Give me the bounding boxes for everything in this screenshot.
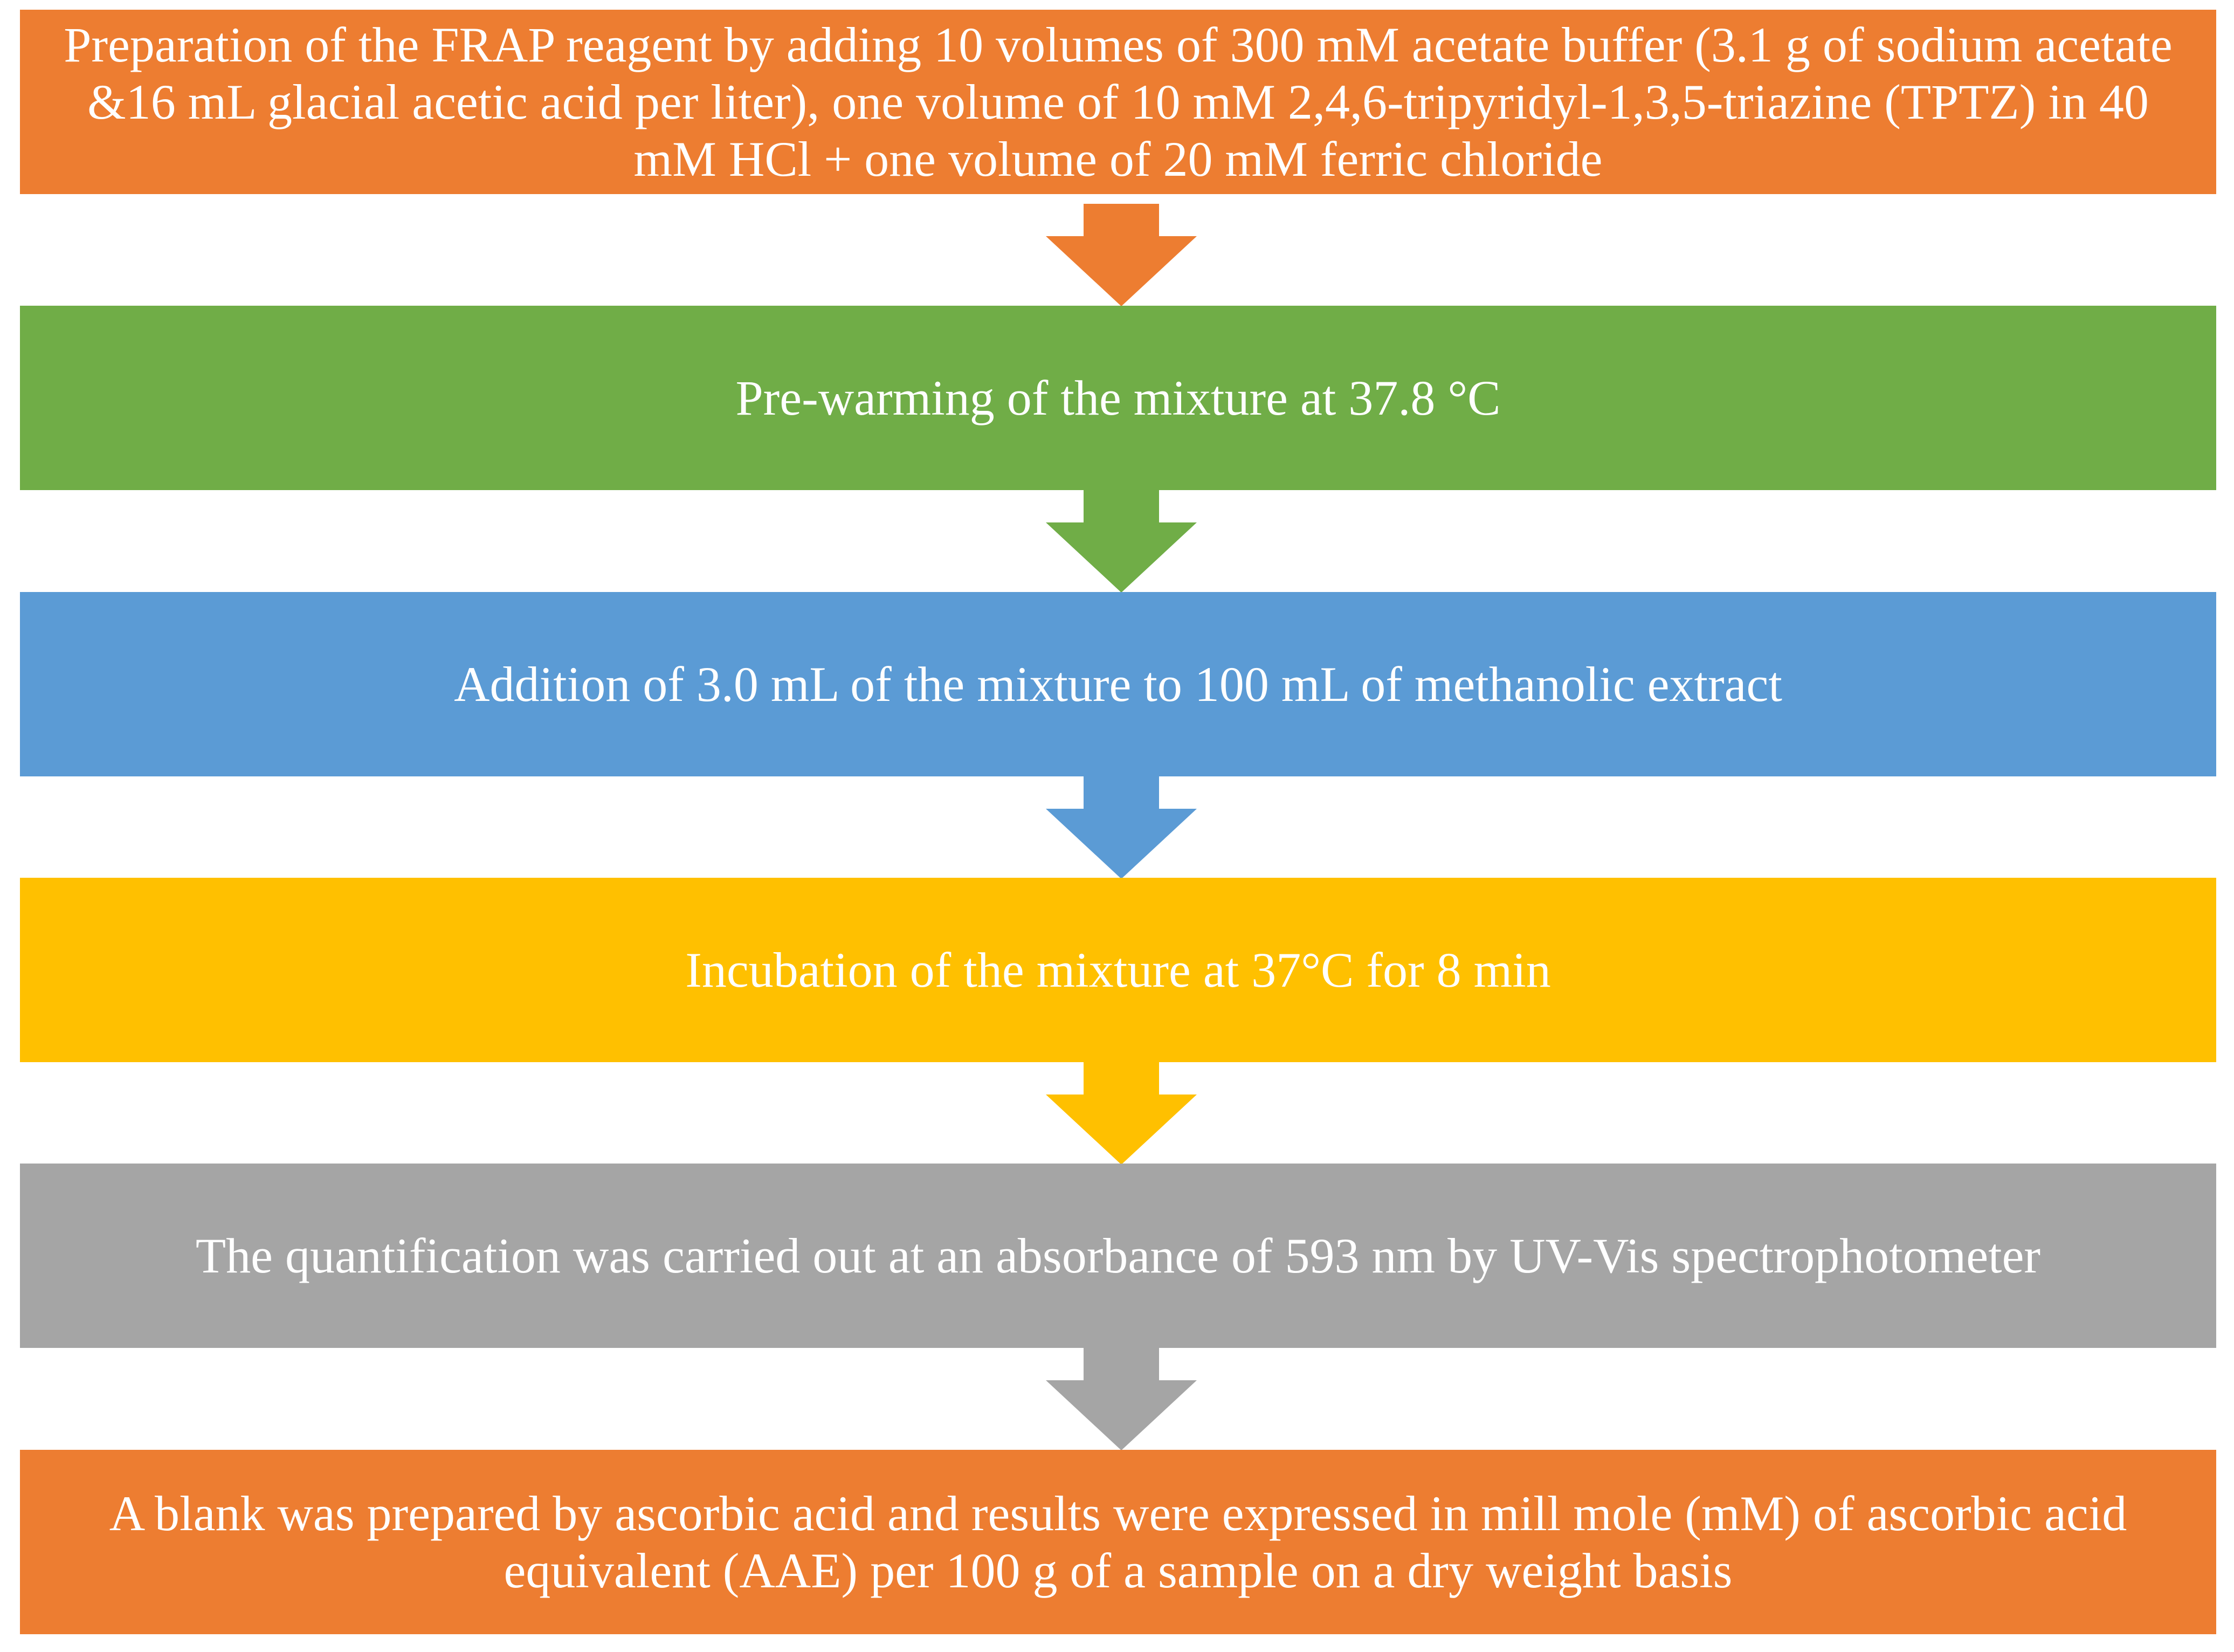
arrow-down-icon [1046,204,1197,306]
arrow-down-icon [1046,1348,1197,1450]
step-box-6: A blank was prepared by ascorbic acid an… [20,1450,2216,1634]
step-text-4: Incubation of the mixture at 37°C for 8 … [685,942,1551,997]
step-box-2: Pre-warming of the mixture at 37.8 °C [20,306,2216,490]
step-box-5: The quantification was carried out at an… [20,1164,2216,1348]
step-text-3: Addition of 3.0 mL of the mixture to 100… [454,657,1782,712]
step-box-1: Preparation of the FRAP reagent by addin… [20,10,2216,194]
step-box-4: Incubation of the mixture at 37°C for 8 … [20,878,2216,1062]
step-text-5: The quantification was carried out at an… [195,1228,2041,1283]
arrow-down-icon [1046,490,1197,593]
step-box-3: Addition of 3.0 mL of the mixture to 100… [20,592,2216,776]
arrow-down-icon [1046,776,1197,879]
step-text-2: Pre-warming of the mixture at 37.8 °C [735,370,1501,425]
step-text-1: Preparation of the FRAP reagent by addin… [64,17,2173,187]
arrow-down-icon [1046,1062,1197,1165]
step-text-6: A blank was prepared by ascorbic acid an… [109,1486,2127,1598]
